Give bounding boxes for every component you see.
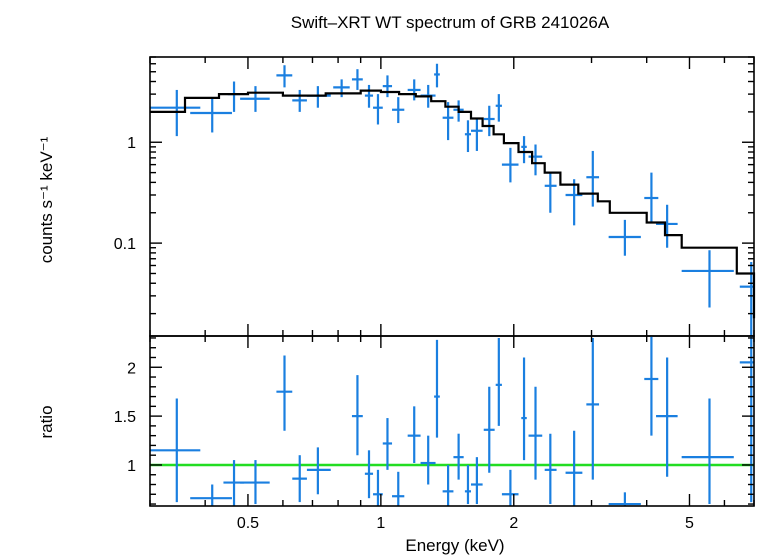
top-data-point	[521, 136, 527, 164]
bottom-data-point	[483, 386, 495, 473]
bottom-data-point	[276, 355, 293, 431]
top-model-step-line	[150, 89, 756, 319]
bottom-x-tick-label: 2	[509, 515, 518, 532]
bottom-data-point	[292, 455, 307, 503]
top-data-point	[227, 81, 241, 112]
bottom-y-tick-label: 1.5	[114, 409, 136, 426]
bottom-data-point	[495, 337, 502, 426]
top-data-point	[528, 144, 543, 176]
bottom-data-point	[351, 375, 363, 456]
top-y-tick-label: 0.1	[114, 236, 136, 253]
bottom-data-point	[544, 433, 557, 505]
bottom-data-point	[501, 469, 519, 506]
bottom-x-tick-label: 1	[376, 515, 385, 532]
bottom-data-point	[190, 484, 232, 506]
top-data-point	[382, 75, 393, 98]
bottom-data-point	[464, 464, 471, 505]
bottom-data-point	[382, 418, 393, 470]
bottom-frame	[149, 335, 755, 507]
bottom-y-tick-label: 2	[127, 360, 136, 377]
top-data-point	[681, 250, 734, 308]
top-data-point	[586, 150, 600, 207]
top-data-point	[464, 120, 471, 153]
bottom-data-point	[656, 357, 678, 477]
bottom-data-point	[470, 457, 483, 505]
top-y-tick-label: 1	[127, 135, 136, 152]
top-data-point	[501, 147, 519, 183]
bottom-y-axis-label: ratio	[37, 405, 56, 438]
top-panel: 10.1	[114, 56, 756, 337]
bottom-panel: 0.5 1 2 5 1 1.5 2	[114, 335, 755, 532]
top-y-axis-label: counts s⁻¹ keV⁻¹	[37, 136, 56, 263]
bottom-data-point	[420, 435, 436, 485]
bottom-data-point	[434, 339, 440, 438]
top-data-point	[373, 94, 383, 125]
bottom-data-point	[644, 336, 659, 436]
top-data-point	[240, 86, 270, 112]
bottom-data-point	[240, 460, 270, 505]
x-axis-label: Energy (keV)	[405, 536, 504, 555]
bottom-data-point	[407, 406, 421, 464]
top-data-point	[483, 105, 495, 137]
bottom-y-tick-label: 1	[127, 458, 136, 475]
top-data-point	[276, 65, 293, 88]
top-data-point	[364, 84, 374, 108]
top-data-point	[544, 172, 557, 213]
top-data-point	[190, 98, 232, 133]
bottom-data-point	[565, 430, 583, 506]
top-data-point	[495, 94, 502, 122]
top-data-point	[351, 69, 363, 90]
bottom-data-point	[150, 398, 201, 503]
top-data-point	[565, 179, 583, 226]
top-data-point	[608, 219, 641, 256]
top-data-point	[470, 117, 483, 151]
top-data-point	[656, 204, 678, 248]
top-data-point	[392, 97, 405, 124]
bottom-data-point	[586, 337, 600, 480]
top-data-point	[442, 102, 454, 141]
top-data-point	[150, 89, 201, 137]
top-data-point	[407, 79, 421, 101]
top-data-point	[292, 89, 307, 112]
bottom-data-point	[739, 336, 754, 503]
bottom-data-point	[521, 357, 527, 461]
chart-title: Swift–XRT WT spectrum of GRB 241026A	[291, 13, 610, 32]
top-data-point	[306, 86, 331, 108]
bottom-data-point	[306, 447, 331, 495]
bottom-data-point	[392, 471, 405, 506]
bottom-data-point	[608, 492, 641, 506]
bottom-data-point	[528, 386, 543, 480]
top-data-point	[434, 63, 440, 88]
top-data-point	[644, 172, 659, 223]
bottom-x-tick-label: 0.5	[237, 515, 259, 532]
bottom-data-point	[681, 398, 734, 505]
bottom-x-tick-label: 5	[685, 515, 694, 532]
bottom-data-point	[442, 464, 454, 506]
bottom-data-point	[453, 433, 464, 480]
bottom-data-point	[364, 450, 374, 499]
